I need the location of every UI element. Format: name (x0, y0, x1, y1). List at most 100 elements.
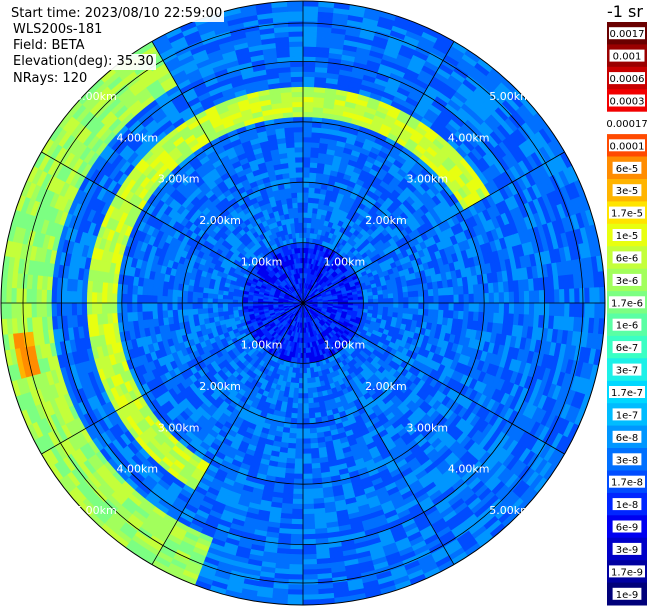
radar-cell (488, 302, 495, 314)
radar-cell (302, 131, 313, 138)
radar-cell (437, 287, 445, 297)
radar-cell (302, 101, 314, 108)
radar-cell (463, 302, 470, 313)
radar-cell (292, 397, 299, 404)
ppi-plot: 1.00km1.00km1.00km1.00km2.00km2.00km2.00… (0, 0, 606, 606)
radar-cell (302, 418, 310, 425)
radar-cell (378, 302, 384, 308)
radar-cell (397, 292, 404, 299)
radar-cell (302, 151, 312, 158)
radar-cell (182, 308, 189, 316)
radar-cell (217, 306, 224, 313)
radar-cell (212, 307, 219, 313)
radar-cell (297, 212, 304, 218)
radar-cell (201, 297, 208, 304)
radar-cell (453, 294, 460, 304)
radar-cell (292, 483, 304, 490)
radar-cell (302, 121, 313, 128)
radar-cell (403, 297, 410, 304)
radar-cell (302, 393, 309, 399)
radar-cell (290, 187, 298, 194)
radar-cell (302, 201, 309, 208)
radar-cell (295, 433, 304, 440)
radar-cell (310, 447, 320, 455)
radar-cell (493, 302, 500, 314)
radar-cell (397, 307, 404, 314)
radar-cell (166, 288, 174, 297)
radar-cell (308, 192, 315, 199)
radar-cell (398, 302, 405, 309)
radar-cell (403, 302, 410, 309)
radar-cell (362, 299, 369, 304)
radar-cell (293, 121, 304, 128)
radar-cell (287, 207, 294, 214)
radar-cell (418, 302, 425, 310)
radar-cell (457, 310, 465, 321)
radar-cell (377, 294, 384, 300)
radar-cell (298, 383, 304, 389)
radar-cell (156, 287, 164, 296)
radar-cell (166, 295, 173, 304)
radar-cell (297, 393, 304, 399)
radar-cell (151, 310, 159, 320)
radar-cell (288, 171, 297, 179)
radar-cell (306, 372, 312, 379)
radar-cell (101, 292, 108, 304)
radar-cell (291, 503, 304, 510)
radar-cell (448, 302, 455, 312)
radar-cell (392, 292, 399, 299)
radar-cell (453, 302, 460, 312)
radar-cell (136, 293, 143, 304)
radar-cell (131, 293, 138, 304)
radar-cell (222, 302, 228, 308)
radar-cell (161, 287, 169, 297)
radar-cell (187, 308, 194, 316)
radar-cell (141, 294, 148, 304)
radar-cell (207, 307, 214, 314)
radar-cell (298, 227, 304, 233)
radar-cell (463, 293, 470, 304)
radar-cell (297, 398, 304, 405)
radar-cell (309, 427, 318, 435)
radar-cell (217, 302, 223, 308)
radar-cell (508, 302, 515, 315)
radar-cell (296, 176, 304, 183)
radar-cell (292, 202, 299, 209)
radar-cell (310, 457, 321, 465)
radar-cell (237, 305, 244, 311)
radar-cell (207, 292, 214, 299)
radar-cell (302, 207, 309, 213)
radar-cell (398, 297, 405, 304)
radar-cell (166, 309, 174, 318)
radar-cell (302, 166, 311, 173)
radar-cell (156, 310, 164, 319)
radar-cell (176, 296, 183, 304)
radar-cell (293, 126, 304, 133)
radar-cell (302, 403, 309, 410)
radar-cell (291, 96, 304, 103)
radar-cell (292, 493, 304, 500)
radar-cell (302, 362, 307, 369)
radar-cell (136, 302, 143, 313)
radar-cell (171, 309, 179, 318)
radar-cell (423, 296, 430, 304)
radar-cell (503, 302, 510, 315)
radar-cell (383, 298, 389, 304)
radar-cell (202, 292, 209, 299)
radar-cell (432, 288, 440, 297)
radar-cell (302, 146, 312, 153)
radar-cell (302, 378, 308, 384)
radar-cell (298, 217, 304, 223)
radar-cell (286, 151, 296, 159)
radar-cell (442, 310, 450, 319)
radar-cell (306, 382, 313, 389)
radar-cell (292, 207, 299, 214)
radar-cell (292, 392, 299, 399)
radar-cell (306, 377, 312, 384)
radar-cell (291, 407, 298, 414)
radar-cell (367, 295, 374, 300)
radar-cell (111, 302, 118, 314)
radar-cell (295, 161, 304, 168)
radar-cell (448, 294, 455, 304)
radar-cell (392, 287, 399, 294)
